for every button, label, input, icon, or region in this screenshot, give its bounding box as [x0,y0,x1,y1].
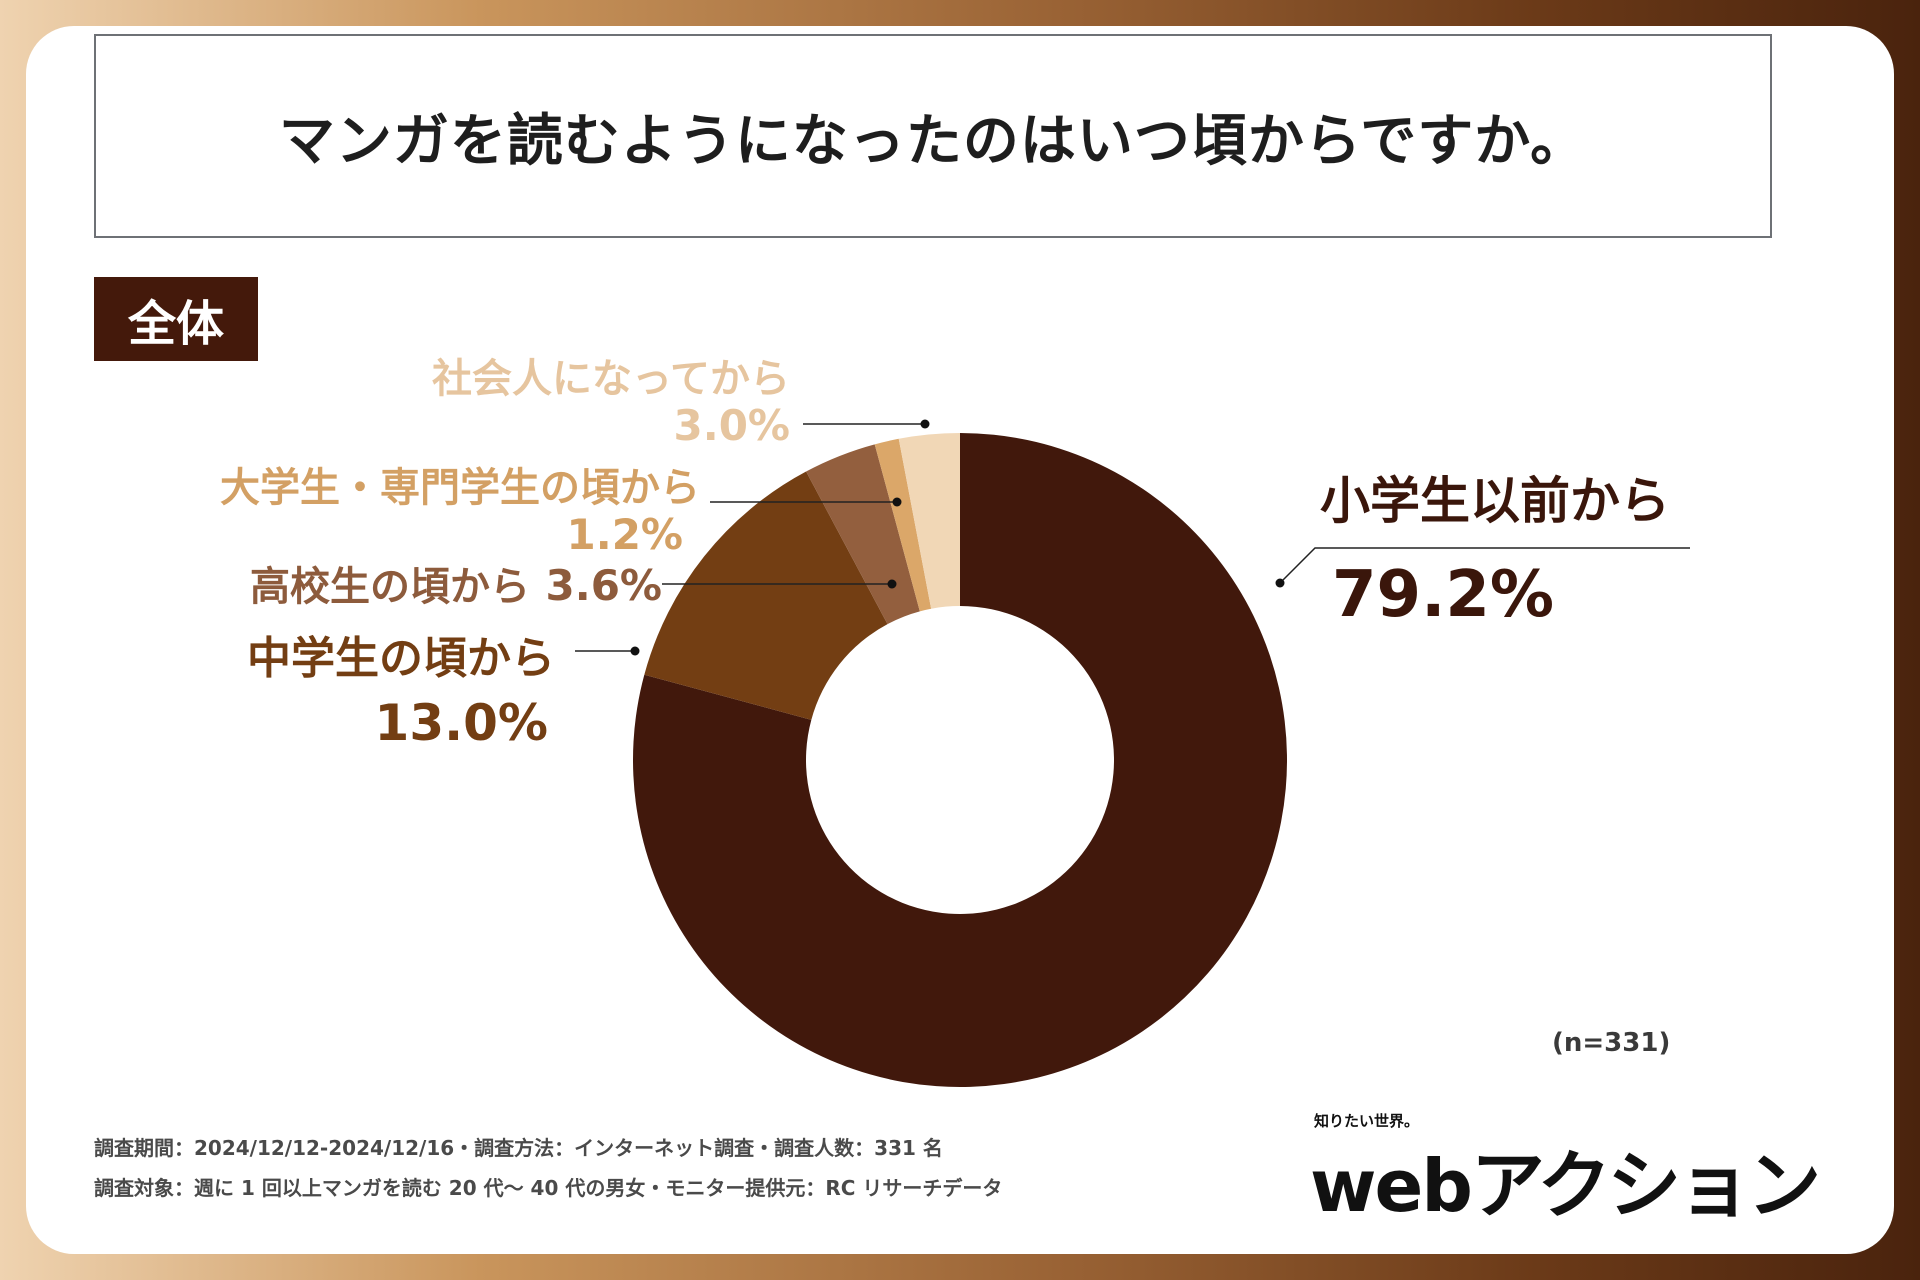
sample-size-label: (n=331) [1552,1028,1671,1058]
slice-value-3: 1.2% [567,510,683,559]
slice-label-3: 大学生・専門学生の頃から [220,465,700,511]
slice-3 [874,438,932,612]
logo-wordmark: webアクション [1310,1126,1821,1233]
leader-dot-1 [630,646,640,656]
title-box: マンガを読むようになったのはいつ頃からですか。 [94,34,1772,238]
logo-tagline: 知りたい世界。 [1314,1112,1420,1130]
leader-line-0 [1279,547,1690,584]
slice-4 [898,433,960,609]
leader-lines-group [575,419,1690,656]
slice-label-1: 中学生の頃から [247,633,555,684]
slice-1 [644,471,888,720]
labels-group: 小学生以前から 79.2% 中学生の頃から 13.0% 高校生の頃から 3.6% 大学生・専… [220,356,1670,752]
logo-web-text: web [1310,1144,1473,1228]
slice-value-2: 3.6% [546,561,662,610]
leader-dot-3 [892,497,902,507]
leader-dot-4 [920,419,930,429]
chart-title: マンガを読むようになったのはいつ頃からですか。 [278,108,1588,174]
slices-group [632,433,1287,1087]
webaction-logo: 知りたい世界。 webアクション [1310,1110,1821,1229]
logo-kana-text: アクション [1470,1143,1821,1229]
survey-note-target: 調査対象：週に 1 回以上マンガを読む 20 代〜 40 代の男女・モニター提供… [94,1176,1003,1200]
leader-dot-2 [887,579,897,589]
slice-2 [806,444,920,625]
slice-0 [632,433,1287,1087]
slice-value-4: 3.0% [674,401,790,450]
survey-note-period: 調査期間：2024/12/12-2024/12/16・調査方法：インターネット調… [94,1136,943,1160]
segment-tag: 全体 [94,277,258,361]
slice-value-1: 13.0% [375,694,548,752]
slice-value-0: 79.2% [1332,558,1554,632]
slice-label-0: 小学生以前から [1320,472,1670,530]
leader-dot-0 [1275,578,1285,588]
slice-label-2: 高校生の頃から [250,564,530,610]
slice-label-4: 社会人になってから [432,356,790,402]
